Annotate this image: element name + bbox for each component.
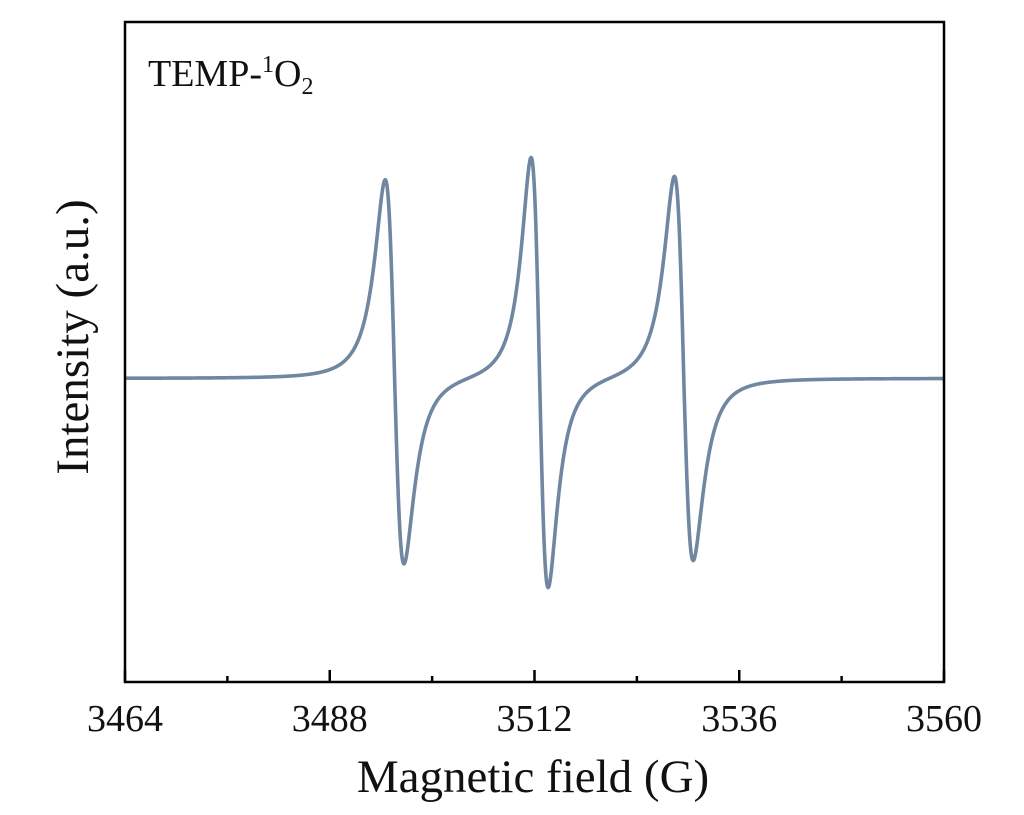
x-tick-label: 3488	[292, 698, 368, 740]
x-axis-label: Magnetic field (G)	[357, 751, 709, 803]
y-axis-label: Intensity (a.u.)	[47, 199, 99, 474]
x-tick-labels: 3464 3488 3512 3536 3560	[87, 698, 982, 740]
x-ticks	[123, 670, 946, 682]
x-tick-label: 3512	[497, 698, 573, 740]
plot-frame	[123, 20, 946, 684]
x-tick-label: 3536	[701, 698, 777, 740]
x-tick-label: 3560	[906, 698, 982, 740]
x-tick-label: 3464	[87, 698, 163, 740]
sample-annotation: TEMP-1O2	[148, 52, 313, 100]
epr-spectrum-line	[123, 155, 946, 590]
